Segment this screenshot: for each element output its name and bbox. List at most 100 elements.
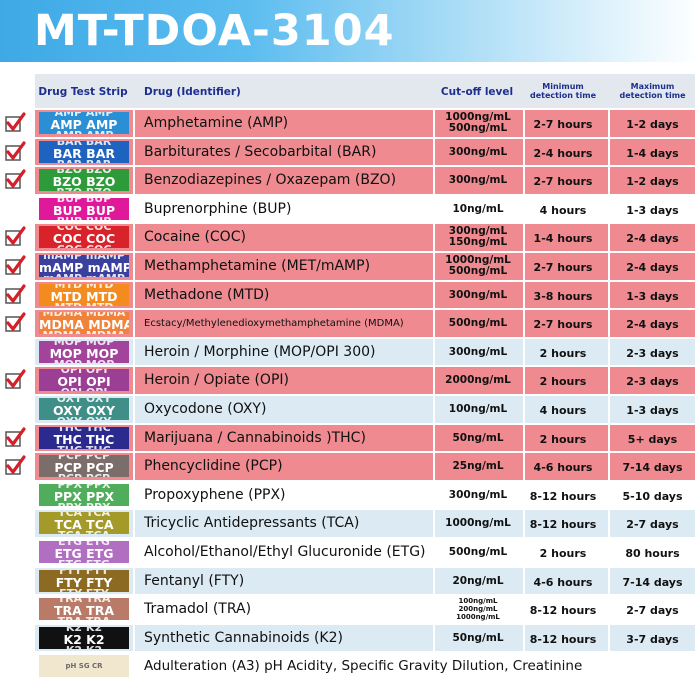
strip-code-top: THC THC bbox=[57, 426, 111, 434]
cutoff-level: 100ng/mL 200ng/mL 1000ng/mL bbox=[456, 597, 500, 622]
strip-code-top: FTY FTY bbox=[59, 569, 109, 577]
cutoff-level: 20ng/mL bbox=[452, 574, 504, 587]
cutoff-level: 10ng/mL bbox=[452, 202, 504, 215]
max-detection-time: 1-2 days bbox=[626, 118, 679, 131]
cutoff-level: 100ng/mL bbox=[448, 402, 508, 415]
strip-code-bottom: K2 K2 bbox=[39, 645, 129, 649]
column-divider bbox=[133, 567, 135, 595]
column-divider bbox=[523, 195, 525, 223]
max-detection-time: 2-4 days bbox=[626, 260, 679, 274]
column-divider bbox=[523, 624, 525, 652]
drug-name: Synthetic Cannabinoids (K2) bbox=[144, 629, 343, 646]
column-divider bbox=[433, 481, 435, 509]
column-divider bbox=[133, 624, 135, 652]
column-divider bbox=[523, 310, 525, 337]
column-divider bbox=[133, 510, 135, 537]
column-divider bbox=[523, 281, 525, 309]
max-detection-time: 5+ days bbox=[627, 432, 678, 446]
drug-name: Alcohol/Ethanol/Ethyl Glucuronide (ETG) bbox=[144, 543, 426, 560]
max-detection-time: 2-3 days bbox=[626, 346, 679, 360]
column-divider bbox=[523, 567, 525, 595]
column-divider bbox=[608, 424, 610, 452]
adulteration-strip: pH SG CR bbox=[39, 655, 129, 678]
column-divider bbox=[133, 224, 135, 251]
drug-name: Ecstacy/Methylenedioxymethamphetamine (M… bbox=[144, 318, 404, 330]
strip-code-bottom: TRA TRA bbox=[39, 616, 129, 620]
checkmark-icon bbox=[5, 255, 26, 275]
drug-name: Tramadol (TRA) bbox=[144, 601, 252, 618]
column-divider bbox=[523, 453, 525, 480]
drug-name: Barbiturates / Secobarbital (BAR) bbox=[144, 143, 377, 160]
cutoff-level: 1000ng/mL 500ng/mL bbox=[445, 111, 511, 134]
column-divider bbox=[523, 596, 525, 623]
header-cutoff: Cut-off level bbox=[440, 86, 514, 98]
column-divider bbox=[523, 367, 525, 394]
strip-code-top: AMP AMP bbox=[54, 112, 114, 119]
column-divider bbox=[433, 310, 435, 337]
column-divider bbox=[608, 167, 610, 194]
column-divider bbox=[608, 453, 610, 480]
column-divider bbox=[133, 395, 135, 423]
cutoff-level: 50ng/mL bbox=[452, 631, 504, 644]
column-divider bbox=[433, 252, 435, 280]
cutoff-level: 500ng/mL bbox=[448, 317, 508, 330]
column-divider bbox=[523, 167, 525, 194]
strip-code-top: BAR BAR bbox=[56, 140, 112, 148]
drug-name: Propoxyphene (PPX) bbox=[144, 486, 286, 503]
min-detection-time: 1-4 hours bbox=[533, 232, 593, 246]
strip-code-bottom: BZO BZO bbox=[39, 187, 129, 191]
column-divider bbox=[433, 195, 435, 223]
drug-name: Cocaine (COC) bbox=[144, 229, 246, 246]
cutoff-level: 2000ng/mL bbox=[445, 374, 511, 387]
strip-code-top: OXY OXY bbox=[56, 397, 112, 405]
strip-code: OPI OPI bbox=[57, 374, 111, 390]
checkmark-icon bbox=[5, 283, 26, 304]
cutoff-level: 300ng/mL bbox=[448, 174, 508, 187]
max-detection-time: 7-14 days bbox=[622, 461, 683, 475]
column-divider bbox=[133, 596, 135, 623]
column-divider bbox=[433, 395, 435, 423]
strip-code: FTY FTY bbox=[55, 574, 113, 590]
column-divider bbox=[433, 367, 435, 394]
min-detection-time: 4-6 hours bbox=[533, 575, 593, 589]
strip-code: BZO BZO bbox=[52, 174, 116, 190]
column-divider bbox=[433, 596, 435, 623]
drug-name: Buprenorphine (BUP) bbox=[144, 200, 292, 217]
strip-code-bottom: THC THC bbox=[39, 445, 129, 449]
min-detection-time: 2 hours bbox=[539, 432, 587, 446]
strip-code-bottom: BUP BUP bbox=[39, 216, 129, 220]
column-divider bbox=[433, 453, 435, 480]
max-detection-time: 2-7 days bbox=[626, 518, 679, 532]
column-divider bbox=[433, 567, 435, 595]
column-divider bbox=[523, 538, 525, 566]
cutoff-level: 300ng/mL bbox=[448, 288, 508, 301]
strip-code: MOP MOP bbox=[49, 345, 119, 361]
strip-code-bottom: PPX PPX bbox=[39, 502, 129, 506]
max-detection-time: 1-3 days bbox=[626, 403, 679, 417]
strip-code-top: TCA TCA bbox=[57, 512, 110, 520]
strip-code-top: MOP MOP bbox=[53, 340, 115, 348]
min-detection-time: 8-12 hours bbox=[529, 518, 597, 532]
column-divider bbox=[133, 338, 135, 366]
strip-code: PPX PPX bbox=[53, 488, 115, 504]
strip-code-top: PCP PCP bbox=[57, 455, 111, 463]
table-header: Drug Test Strip Drug (Identifier) Cut-of… bbox=[35, 74, 695, 110]
strip-code-bottom: BAR BAR bbox=[39, 159, 129, 163]
max-detection-time: 7-14 days bbox=[622, 575, 683, 589]
max-detection-time: 80 hours bbox=[625, 546, 680, 560]
max-detection-time: 1-2 days bbox=[626, 175, 679, 189]
max-detection-time: 2-4 days bbox=[626, 232, 679, 246]
column-divider bbox=[133, 281, 135, 309]
